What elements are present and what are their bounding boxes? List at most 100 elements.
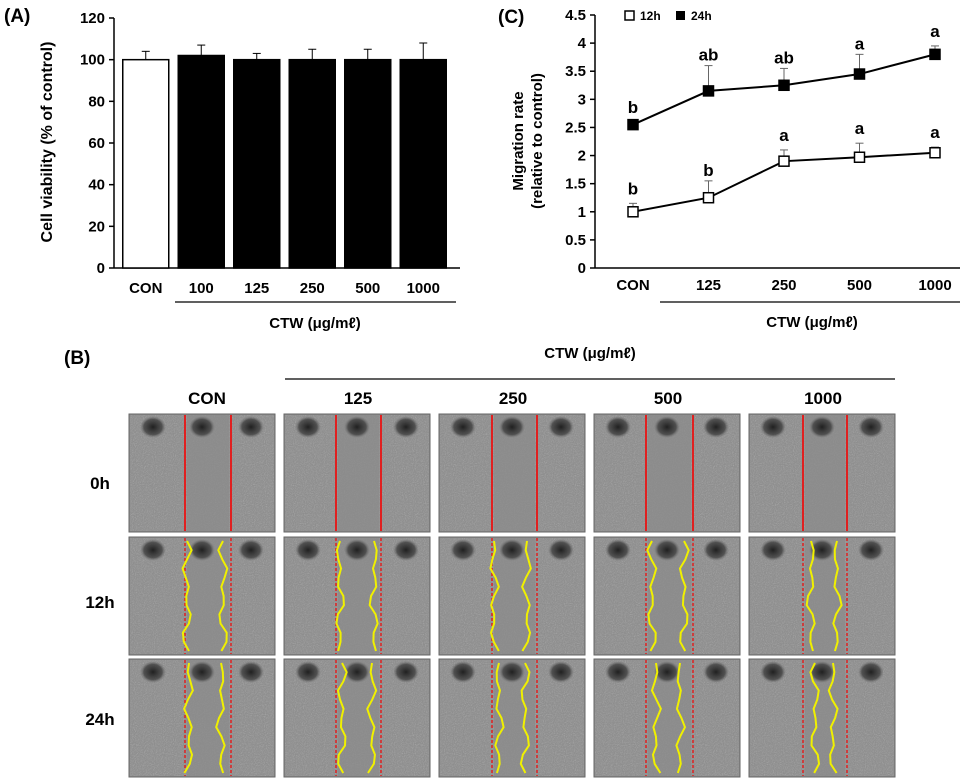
micrograph-marker-blob (858, 661, 884, 683)
micrograph-marker-blob (295, 539, 321, 561)
migration-front-line (678, 540, 690, 652)
panel-c-significance-letter: a (855, 34, 865, 53)
panel-c-group-label: CTW (μg/mℓ) (766, 314, 858, 331)
panel-b-label: (B) (64, 348, 90, 369)
panel-c-point-24h (627, 118, 639, 131)
micrograph-marker-blob (295, 661, 321, 683)
panel-a-bar-1000 (399, 58, 447, 269)
micrograph-marker-blob (760, 539, 786, 561)
micrograph-marker-blob (499, 661, 525, 683)
panel-c-significance-letter: a (855, 119, 865, 138)
migration-front-line (809, 662, 821, 774)
panel-a-x-tick-label: 500 (355, 280, 380, 297)
panel-c-legend: 12h 24h (624, 9, 712, 23)
panel-c-x-tick-label: 1000 (918, 277, 951, 294)
panel-a-x-tick-label: CON (129, 280, 162, 297)
migration-front-line (494, 662, 505, 774)
panel-c-significance-letter: a (930, 22, 940, 41)
micrograph-0h-1000 (748, 413, 896, 533)
panel-c-y-tick-label: 4.5 (565, 7, 586, 24)
micrograph-marker-blob (809, 539, 835, 561)
micrograph-marker-blob (238, 416, 264, 438)
row-header-12h: 12h (85, 593, 114, 612)
panel-c-x-tick-label: 250 (771, 277, 796, 294)
migration-front-line (336, 662, 348, 774)
migration-front-line (521, 540, 532, 652)
panel-a-x-tick-label: 250 (300, 280, 325, 297)
migration-front-line (183, 662, 194, 774)
migration-front-line (217, 540, 229, 652)
migration-front-line (827, 662, 839, 774)
row-header-24h: 24h (85, 710, 114, 729)
panel-c-point-24h (702, 85, 715, 97)
migration-front-line (675, 662, 687, 774)
panel-a: (A) Cell viability (% of control) 0 20 40 6… (4, 6, 460, 332)
legend-24h-label: 24h (691, 9, 712, 23)
panel-c-y-tick-label: 0.5 (565, 232, 586, 249)
row-header-0h: 0h (90, 474, 110, 493)
micrograph-marker-blob (760, 416, 786, 438)
panel-a-x-tick-label: 100 (189, 280, 214, 297)
micrograph-marker-blob (140, 539, 166, 561)
micrograph-24h-1000 (748, 658, 896, 778)
column-header-250: 250 (499, 389, 527, 408)
panel-c-y-tick-label: 3.5 (565, 63, 586, 80)
panel-c-significance-letter: b (628, 179, 638, 198)
micrograph-marker-blob (703, 539, 729, 561)
micrograph-24h-CON (128, 658, 276, 778)
micrograph-marker-blob (703, 416, 729, 438)
migration-front-line (832, 540, 843, 652)
migration-front-line (489, 540, 500, 652)
micrograph-12h-250 (438, 536, 586, 656)
legend-24h-marker (676, 11, 685, 20)
panel-c-y-tick-label: 1.5 (565, 176, 586, 193)
panel-c: (C) Migration rate (relative to control)… (498, 7, 960, 331)
legend-12h-marker (624, 10, 635, 21)
micrograph-marker-blob (499, 416, 525, 438)
micrograph-grid (128, 413, 896, 778)
migration-front-line (335, 540, 345, 652)
panel-a-label: (A) (4, 6, 30, 27)
column-header-con: CON (188, 389, 226, 408)
micrograph-12h-125 (283, 536, 431, 656)
micrograph-marker-blob (605, 539, 631, 561)
panel-a-y-tick-label: 20 (88, 218, 105, 235)
micrograph-marker-blob (393, 416, 419, 438)
micrograph-24h-125 (283, 658, 431, 778)
panel-c-x-tick-label: CON (616, 277, 649, 294)
panel-c-significance-letter: a (779, 126, 789, 145)
micrograph-marker-blob (654, 416, 680, 438)
micrograph-marker-blob (189, 416, 215, 438)
micrograph-marker-blob (140, 416, 166, 438)
panel-a-y-tick-label: 80 (88, 93, 105, 110)
micrograph-marker-blob (189, 661, 215, 683)
micrograph-marker-blob (809, 661, 835, 683)
micrograph-marker-blob (393, 539, 419, 561)
panel-c-point-12h (627, 206, 639, 218)
panel-c-point-12h (778, 155, 790, 167)
panel-a-x-tick-label: 1000 (407, 280, 440, 297)
migration-front-line (366, 662, 378, 774)
panel-c-significance-letter: a (930, 123, 940, 142)
migration-front-line (805, 540, 816, 652)
migration-front-line (368, 540, 379, 652)
micrograph-marker-blob (238, 539, 264, 561)
micrograph-marker-blob (548, 661, 574, 683)
migration-front-line (181, 540, 193, 652)
micrograph-marker-blob (393, 661, 419, 683)
migration-front-line (646, 540, 658, 652)
legend-12h-label: 12h (640, 9, 661, 23)
micrograph-marker-blob (605, 661, 631, 683)
panel-c-significance-letter: ab (699, 46, 719, 65)
micrograph-marker-blob (450, 416, 476, 438)
micrograph-marker-blob (499, 539, 525, 561)
panel-c-label: (C) (498, 7, 524, 28)
micrograph-marker-blob (858, 539, 884, 561)
migration-front-line (215, 662, 226, 774)
panel-c-point-24h (929, 48, 941, 61)
micrograph-0h-500 (593, 413, 741, 533)
panel-c-point-12h (929, 146, 941, 159)
micrograph-0h-250 (438, 413, 586, 533)
panel-a-y-tick-label: 120 (80, 10, 105, 27)
